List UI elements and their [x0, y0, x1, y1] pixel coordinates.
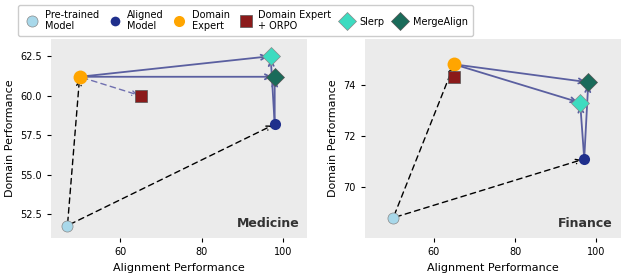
Legend: Pre-trained
Model, Aligned
Model, Domain
Expert, Domain Expert
+ ORPO, Slerp, Me: Pre-trained Model, Aligned Model, Domain… — [18, 5, 473, 36]
Text: Medicine: Medicine — [237, 217, 300, 230]
Text: Finance: Finance — [558, 217, 613, 230]
Y-axis label: Domain Performance: Domain Performance — [328, 80, 338, 197]
X-axis label: Alignment Performance: Alignment Performance — [427, 263, 559, 273]
Y-axis label: Domain Performance: Domain Performance — [5, 80, 15, 197]
X-axis label: Alignment Performance: Alignment Performance — [113, 263, 245, 273]
